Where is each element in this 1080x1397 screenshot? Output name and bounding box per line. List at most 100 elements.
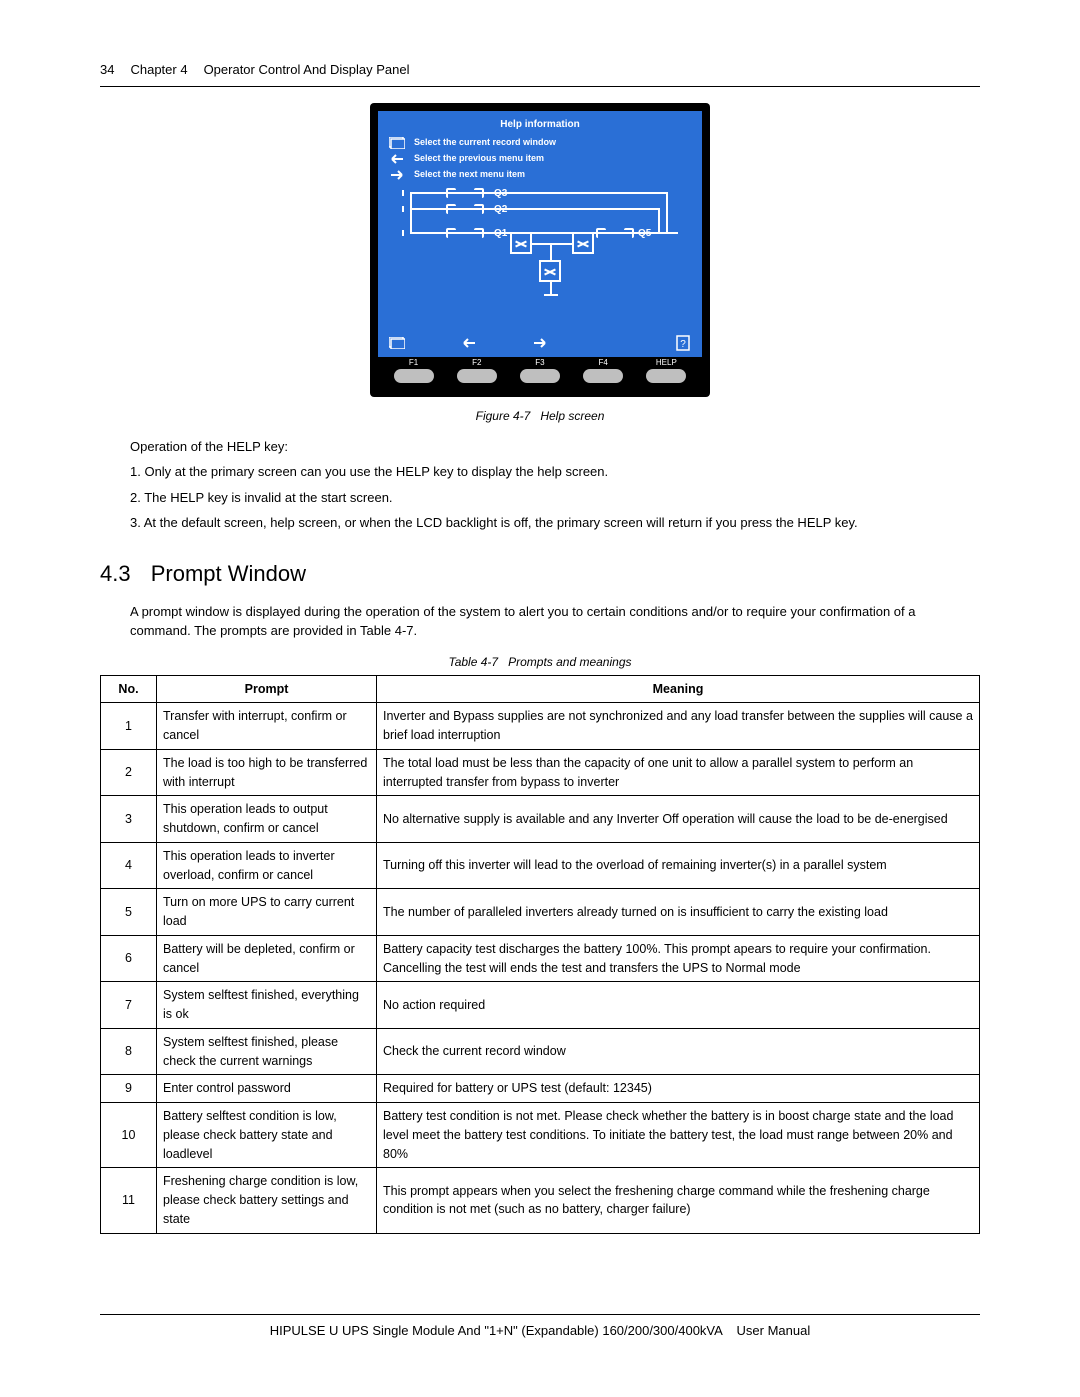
cell-no: 11 [101,1168,157,1233]
table-title: Prompts and meanings [508,655,631,669]
f2-button[interactable]: F2 [449,359,505,383]
svg-text:?: ? [680,339,686,350]
arrow-right-icon [531,335,549,351]
figure-ref: Figure 4-7 [476,409,531,423]
cell-no: 2 [101,749,157,796]
cell-prompt: System selftest finished, everything is … [157,982,377,1029]
table-row: 1Transfer with interrupt, confirm or can… [101,703,980,750]
table-row: 9Enter control passwordRequired for batt… [101,1075,980,1103]
chapter-title: Operator Control And Display Panel [204,60,410,80]
q2-label: Q2 [494,202,507,217]
table-caption: Table 4-7 Prompts and meanings [100,653,980,671]
q5-label: Q5 [638,226,651,241]
cell-prompt: Battery will be depleted, confirm or can… [157,935,377,982]
spacer [603,335,621,351]
f1-button[interactable]: F1 [386,359,442,383]
cell-prompt: Turn on more UPS to carry current load [157,889,377,936]
q1-label: Q1 [494,226,507,241]
cell-no: 6 [101,935,157,982]
figure-title: Help screen [540,409,604,423]
cell-prompt: Freshening charge condition is low, plea… [157,1168,377,1233]
help-button[interactable]: HELP [638,359,694,383]
table-row: 3This operation leads to output shutdown… [101,796,980,843]
section-number: 4.3 [100,561,131,586]
help-row: Select the current record window [388,136,692,150]
prompts-table: No. Prompt Meaning 1Transfer with interr… [100,675,980,1234]
chapter-label: Chapter 4 [130,60,187,80]
cell-meaning: Turning off this inverter will lead to t… [377,842,980,889]
header-rule [100,86,980,87]
table-row: 6Battery will be depleted, confirm or ca… [101,935,980,982]
cell-meaning: This prompt appears when you select the … [377,1168,980,1233]
lcd-bezel: Help information Select the current reco… [370,103,710,397]
page-number: 34 [100,60,114,80]
cell-no: 7 [101,982,157,1029]
section-body: A prompt window is displayed during the … [130,602,950,641]
section-title: Prompt Window [151,561,306,586]
operation-item: 3. At the default screen, help screen, o… [130,513,950,533]
help-row: Select the previous menu item [388,152,692,166]
page-header: 34 Chapter 4 Operator Control And Displa… [100,60,980,80]
cell-meaning: Battery capacity test discharges the bat… [377,935,980,982]
footer-product: HIPULSE U UPS Single Module And "1+N" (E… [270,1323,722,1338]
table-row: 2The load is too high to be transferred … [101,749,980,796]
cell-meaning: Required for battery or UPS test (defaul… [377,1075,980,1103]
col-meaning: Meaning [377,675,980,703]
table-row: 7System selftest finished, everything is… [101,982,980,1029]
cell-no: 5 [101,889,157,936]
arrow-left-icon [460,335,478,351]
cell-prompt: The load is too high to be transferred w… [157,749,377,796]
cell-no: 1 [101,703,157,750]
table-row: 11Freshening charge condition is low, pl… [101,1168,980,1233]
f3-button[interactable]: F3 [512,359,568,383]
footer-rule [100,1314,980,1315]
col-no: No. [101,675,157,703]
table-row: 8System selftest finished, please check … [101,1028,980,1075]
cell-prompt: Transfer with interrupt, confirm or canc… [157,703,377,750]
inverter-block [572,232,594,254]
figure-caption: Figure 4-7 Help screen [100,407,980,425]
cell-meaning: Inverter and Bypass supplies are not syn… [377,703,980,750]
page-footer: HIPULSE U UPS Single Module And "1+N" (E… [100,1321,980,1341]
table-row: 10Battery selftest condition is low, ple… [101,1103,980,1168]
cell-prompt: This operation leads to output shutdown,… [157,796,377,843]
table-ref: Table 4-7 [448,655,498,669]
lcd-softkey-icons: ? [388,335,692,351]
cell-meaning: No alternative supply is available and a… [377,796,980,843]
cell-meaning: No action required [377,982,980,1029]
cell-meaning: The total load must be less than the cap… [377,749,980,796]
cell-meaning: The number of paralleled inverters alrea… [377,889,980,936]
help-icon: ? [674,335,692,351]
q3-label: Q3 [494,186,507,201]
ground-icon [550,282,552,294]
cell-prompt: Enter control password [157,1075,377,1103]
help-row-text: Select the next menu item [414,168,525,182]
table-row: 5Turn on more UPS to carry current loadT… [101,889,980,936]
cell-meaning: Battery test condition is not met. Pleas… [377,1103,980,1168]
operation-item: 1. Only at the primary screen can you us… [130,462,950,482]
cell-no: 8 [101,1028,157,1075]
hardware-buttons: F1 F2 F3 F4 HELP [378,357,702,389]
cell-prompt: System selftest finished, please check t… [157,1028,377,1075]
help-row-text: Select the current record window [414,136,556,150]
f4-button[interactable]: F4 [575,359,631,383]
cell-no: 3 [101,796,157,843]
table-header-row: No. Prompt Meaning [101,675,980,703]
cell-no: 9 [101,1075,157,1103]
cell-no: 4 [101,842,157,889]
arrow-right-icon [388,168,406,182]
cell-meaning: Check the current record window [377,1028,980,1075]
col-prompt: Prompt [157,675,377,703]
window-icon [388,136,406,150]
lcd-screen: Help information Select the current reco… [378,111,702,357]
operation-item: 2. The HELP key is invalid at the start … [130,488,950,508]
arrow-left-icon [388,152,406,166]
cell-prompt: Battery selftest condition is low, pleas… [157,1103,377,1168]
lcd-title: Help information [388,117,692,132]
cell-no: 10 [101,1103,157,1168]
help-row-text: Select the previous menu item [414,152,544,166]
help-screen-figure: Help information Select the current reco… [100,103,980,397]
battery-block [539,260,561,282]
window-icon [388,335,406,351]
section-heading: 4.3 Prompt Window [100,557,980,590]
